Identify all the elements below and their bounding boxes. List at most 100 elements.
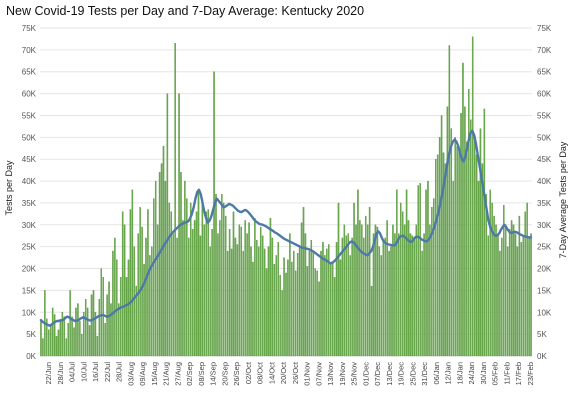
bar [55,336,58,357]
bar [530,233,532,357]
bar [524,211,526,357]
bar [269,218,272,357]
bar [444,163,447,357]
bar [433,198,435,357]
bar [125,277,128,357]
x-tick-label: 27/Aug [173,362,182,386]
y-tick-label: 60K [22,90,37,99]
bar [349,255,351,357]
bar [184,180,186,357]
bar [331,261,334,357]
bar [339,259,342,357]
x-tick-label: 10/Jul [79,362,88,382]
bar [316,270,318,357]
bar [211,229,213,357]
x-tick-label: 25/Nov [350,362,359,386]
bar [119,277,122,357]
bar [61,312,64,357]
bar [337,202,340,357]
bar [398,233,400,357]
bar [366,224,369,357]
bar [236,244,239,357]
bar [114,237,116,357]
y2-tick-label: 70K [537,46,552,55]
y-axis-right-ticks: 0K 5K 10K 15K 20K 25K 30K 35K 40K 45K 50K 55K 60K 65K… [537,24,552,361]
bar [147,209,149,357]
bar [407,220,410,357]
bar [411,235,414,357]
x-tick-label: 16/Jul [91,362,100,382]
bar [458,148,460,357]
bar [431,207,433,357]
bar [481,163,484,357]
bar [63,316,66,357]
bar [518,215,521,357]
x-tick-label: 11/Feb [502,362,511,385]
y-tick-label: 10K [22,308,37,317]
bar [81,333,83,357]
x-tick-label: 14/Oct [267,361,276,384]
bar [158,172,161,357]
bar [283,257,285,357]
bar [90,294,93,357]
bar [497,233,499,357]
bar [347,233,349,357]
bar [133,246,136,357]
bar [526,202,528,357]
bar [106,294,108,357]
bar [413,237,416,357]
bar [506,246,509,357]
bar [189,202,192,357]
bar [483,108,486,357]
bar [493,215,495,357]
x-tick-label: 12/Jan [444,362,453,385]
bar [485,194,488,357]
bar [429,224,431,357]
x-tick-label: 26/Oct [291,361,300,384]
bar [219,220,221,357]
bar [434,159,437,357]
y2-tick-label: 30K [537,221,552,230]
bar [46,318,48,357]
bar [217,233,219,357]
bar [364,215,367,357]
bar [100,268,103,357]
y-tick-label: 65K [22,68,37,77]
bar [135,285,138,357]
bar [479,128,482,357]
bar [425,189,427,357]
bar [355,224,357,357]
bar [88,325,91,357]
bar [514,233,517,357]
x-tick-label: 08/Sep [197,362,206,386]
bar [403,224,406,357]
bar [386,220,388,357]
bar [153,198,155,357]
bar [191,229,194,357]
bar [448,45,451,357]
x-tick-label: 21/Aug [162,362,171,386]
bar [501,237,503,357]
bar [174,43,176,357]
bar [193,220,196,357]
bar [520,242,523,357]
bar [277,242,279,357]
bar [392,224,394,357]
bar [318,281,320,357]
x-tick-label: 28/Jun [56,362,65,385]
bar [234,237,237,357]
x-tick-label: 13/Nov [326,362,335,386]
bar [53,314,56,357]
bar [450,128,453,357]
bar [248,222,250,357]
x-axis-ticks: 22/Jun 28/Jun 04/Jul 10/Jul 16/Jul 22/Jul 28/J… [44,361,535,386]
bar [294,270,297,357]
bar [372,233,375,357]
bar [343,224,346,357]
bar [510,220,513,357]
bar [471,36,474,357]
bar [415,224,418,357]
y-tick-label: 30K [22,221,37,230]
x-tick-label: 13/Dec [385,362,394,386]
bar [438,137,441,357]
